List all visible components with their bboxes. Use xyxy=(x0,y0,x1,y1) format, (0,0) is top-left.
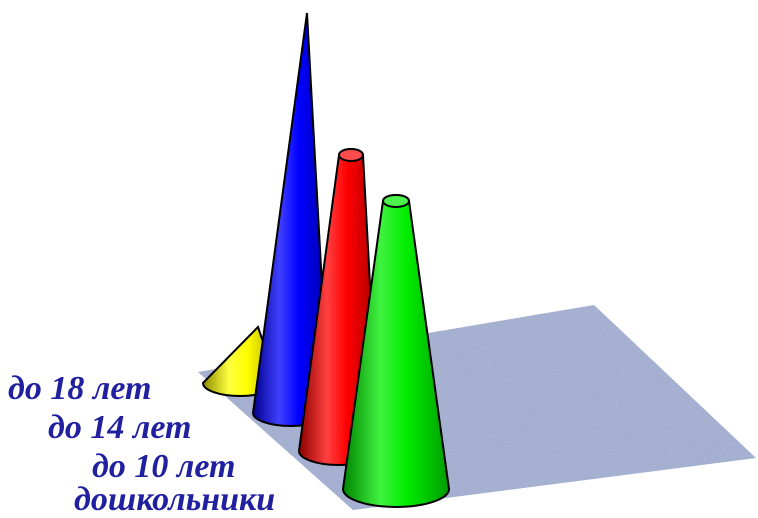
cone-top xyxy=(382,194,410,208)
category-label-4: дошкольники xyxy=(74,481,276,518)
category-label-2: до 14 лет xyxy=(48,409,192,446)
category-label-3: до 10 лет xyxy=(92,448,236,485)
category-label-1: до 18 лет xyxy=(8,370,152,407)
cone-4 xyxy=(341,194,451,508)
cone-top xyxy=(338,148,364,162)
